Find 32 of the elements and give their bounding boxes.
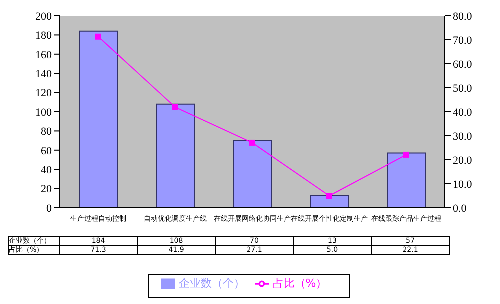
bar [80, 30, 118, 208]
y-tick-label: 140 [36, 68, 52, 81]
point [404, 152, 410, 158]
y-tick-label: 120 [36, 88, 52, 100]
point [326, 193, 332, 199]
point [172, 104, 178, 110]
point [96, 34, 102, 40]
y2-tick-label: 70.0 [453, 34, 473, 47]
y2-tick-label: 60.0 [453, 58, 473, 71]
y-tick-label: 80 [41, 126, 52, 138]
legend-label: 企业数（个） [178, 277, 245, 290]
y-tick-label: 180 [36, 30, 52, 42]
y-tick-label: 200 [36, 10, 52, 23]
y2-tick-label: 0.0 [453, 202, 468, 215]
y-tick-label: 100 [36, 106, 52, 119]
y2-tick-label: 40.0 [453, 106, 473, 119]
bar [234, 140, 272, 208]
y-tick-label: 40 [41, 164, 52, 177]
y2-tick-label: 80.0 [453, 10, 473, 23]
y-tick-label: 160 [36, 49, 52, 62]
bar [388, 152, 426, 208]
y2-tick-label: 30.0 [453, 130, 473, 143]
legend-label: 占比（%） [272, 277, 328, 290]
y-tick-label: 20 [41, 184, 52, 196]
bar [156, 104, 196, 208]
y-tick-label: 60 [41, 145, 52, 158]
bar [310, 195, 350, 208]
y2-tick-label: 20.0 [453, 154, 473, 167]
point [250, 140, 256, 146]
y2-tick-label: 50.0 [453, 82, 473, 95]
y-tick-label: 0 [46, 202, 52, 215]
y2-tick-label: 10.0 [453, 178, 473, 191]
